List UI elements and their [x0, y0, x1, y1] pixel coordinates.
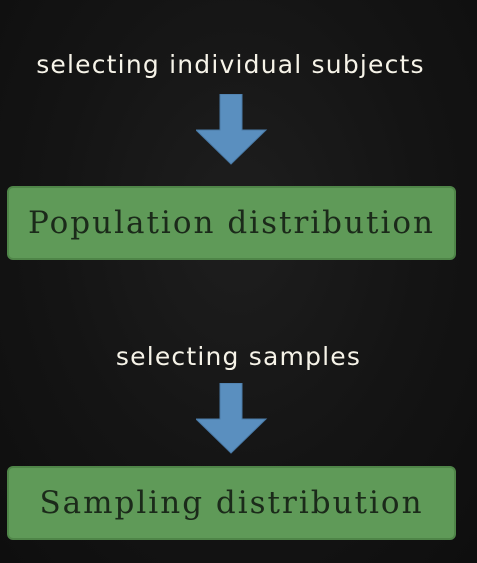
population-distribution-label: Population distribution: [28, 205, 435, 241]
step-label-selecting-individual-subjects: selecting individual subjects: [36, 50, 425, 79]
sampling-distribution-box: Sampling distribution: [7, 466, 456, 540]
sampling-distribution-label: Sampling distribution: [39, 485, 424, 521]
down-arrow-icon: [196, 94, 268, 165]
down-arrow-icon: [196, 383, 268, 454]
population-distribution-box: Population distribution: [7, 186, 456, 260]
step-label-selecting-samples: selecting samples: [115, 342, 362, 371]
